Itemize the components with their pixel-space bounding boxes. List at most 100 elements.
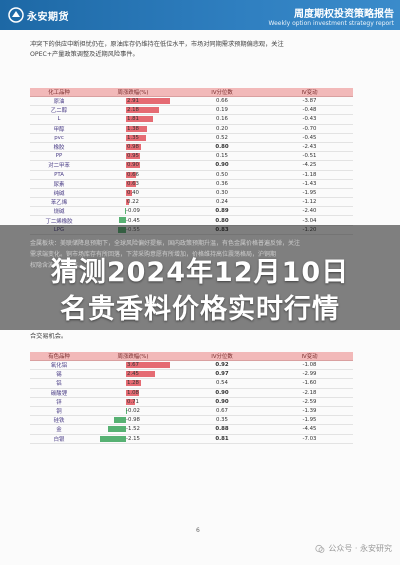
iv-percentile-cell: 0.19 [178,105,266,116]
paragraph-line: OPEC+产量政策调整及近期风险事件。 [30,51,139,58]
iv-percentile-cell: 0.30 [178,188,266,199]
category-cell: 锡 [30,369,88,380]
iv-percentile-cell: 0.92 [178,360,266,371]
watermark-text: 公众号 · 永安研究 [328,544,392,553]
category-cell: pvc [30,133,88,143]
category-cell: 铝 [30,378,88,389]
paragraph-line: 权隐含波动率回落。 [30,262,85,269]
category-cell: 尿素 [30,179,88,189]
table-row: 锡 2.45 0.97 -2.99 [30,369,353,380]
table-row: 苯乙烯 0.22 0.24 -1.12 [30,197,353,208]
table-header: 化工品种 [30,88,88,97]
change-cell: 0.66 [88,170,178,180]
change-bar [107,426,126,433]
change-value: 1.35 [126,134,139,141]
iv-percentile-cell: 0.81 [178,434,266,444]
company-logo: 永安期货 [8,6,78,24]
table-header: 周涨跌幅(%) [88,352,178,361]
change-value: 1.81 [126,116,139,123]
change-value: 0.63 [126,180,139,187]
iv-change-cell: -3.04 [266,215,353,226]
change-bar [126,199,130,206]
iv-change-cell: -0.43 [266,114,353,125]
change-value: 0.66 [126,171,139,178]
change-bar [126,389,139,396]
category-cell: PP [30,151,88,162]
iv-percentile-cell: 0.35 [178,415,266,426]
category-cell: L [30,114,88,125]
change-value: 1.28 [126,380,139,387]
change-cell: 1.35 [88,133,178,143]
report-title: 周度期权投资策略报告 [294,9,394,20]
change-value: -0.09 [126,208,140,215]
table-row: 锌 0.71 0.90 -2.59 [30,397,353,407]
table-row: 原油 2.91 0.66 -3.87 [30,96,353,107]
table-row: 纯碱 0.40 0.30 -1.95 [30,188,353,199]
headline-line-2: 名贵香料价格实时行情 [60,294,340,325]
headline-line-1: 猜测2024年12月10日 [50,257,350,288]
change-value: 2.45 [126,371,139,378]
table-row: 乙二醇 2.18 0.19 -0.48 [30,105,353,116]
change-bar [126,371,156,378]
change-bar [126,398,135,405]
category-cell: 原油 [30,96,88,107]
iv-percentile-cell: 0.90 [178,388,266,398]
iv-change-cell: -1.39 [266,406,353,417]
table-row: 氧化铝 3.67 0.92 -1.08 [30,360,353,371]
table-row: L 1.81 0.16 -0.43 [30,114,353,125]
iv-percentile-cell: 0.88 [178,424,266,435]
iv-change-cell: -0.70 [266,124,353,134]
category-cell: 丁二烯橡胶 [30,215,88,226]
change-cell: 1.28 [88,378,178,389]
iv-change-cell: -4.25 [266,160,353,171]
category-cell: 金 [30,424,88,435]
category-cell: 橡胶 [30,142,88,153]
change-bar [126,107,159,114]
change-value: 0.71 [126,398,139,405]
logo-icon [8,7,24,23]
category-cell: 苯乙烯 [30,197,88,208]
table-header: IV分位数 [178,88,266,97]
category-cell: 铜 [30,406,88,417]
change-bar [126,162,140,169]
iv-percentile-cell: 0.36 [178,179,266,189]
change-cell: -0.45 [88,215,178,226]
change-cell: 1.38 [88,124,178,134]
category-cell: 对二甲苯 [30,160,88,171]
table-header: IV变动 [266,352,353,361]
change-value: 1.38 [126,125,139,132]
change-cell: -2.15 [88,434,178,444]
iv-change-cell: -4.45 [266,424,353,435]
change-bar [126,380,142,387]
change-cell: -0.02 [88,406,178,417]
category-cell: 硅铁 [30,415,88,426]
change-bar [119,217,126,224]
change-value: 0.95 [126,153,139,160]
change-value: 0.98 [126,144,139,151]
iv-change-cell: -2.59 [266,397,353,407]
paragraph-top: 冲突下的供应中断担忧仍在，原油库存仍维持在低位水平，市场对同期需求预期偏悲观，关… [30,40,365,60]
change-value: 0.90 [126,162,139,169]
change-value: -1.52 [126,426,140,433]
report-subtitle: Weekly option investment strategy report [268,20,395,27]
change-bar [126,189,133,196]
change-bar [126,143,141,150]
change-bar [124,208,126,215]
table-row: PP 0.95 0.15 -0.51 [30,151,353,162]
change-value: -0.55 [126,226,140,233]
category-cell: 锌 [30,397,88,407]
paragraph-line: 金属板块：美联储降息预期下，全球风险偏好提振，国内政策预期升温，有色金属价格普遍… [30,240,301,247]
change-cell: -1.52 [88,424,178,435]
iv-change-cell: -1.08 [266,360,353,371]
change-cell: 2.91 [88,96,178,107]
change-cell: 3.67 [88,360,178,371]
table-row: PTA 0.66 0.50 -1.18 [30,170,353,180]
iv-change-cell: -0.48 [266,105,353,116]
category-cell: 甲醇 [30,124,88,134]
table-header: 周涨跌幅(%) [88,88,178,97]
change-value: 2.18 [126,107,139,114]
report-header: 永安期货 周度期权投资策略报告 Weekly option investment… [0,0,400,30]
table-row: 甲醇 1.38 0.20 -0.70 [30,124,353,134]
iv-percentile-cell: 0.15 [178,151,266,162]
